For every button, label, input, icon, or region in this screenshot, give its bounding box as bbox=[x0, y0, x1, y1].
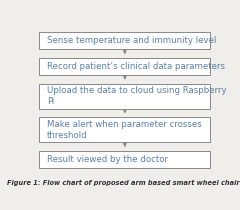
Text: Upload the data to cloud using Raspberry
Pi: Upload the data to cloud using Raspberry… bbox=[47, 86, 226, 106]
FancyBboxPatch shape bbox=[39, 117, 210, 142]
Text: Result viewed by the doctor: Result viewed by the doctor bbox=[47, 155, 168, 164]
Text: Record patient’s clinical data parameters: Record patient’s clinical data parameter… bbox=[47, 62, 225, 71]
Text: Make alert when parameter crosses
threshold: Make alert when parameter crosses thresh… bbox=[47, 120, 202, 140]
Text: Sense temperature and immunity level: Sense temperature and immunity level bbox=[47, 37, 216, 46]
FancyBboxPatch shape bbox=[39, 33, 210, 49]
FancyBboxPatch shape bbox=[39, 84, 210, 109]
FancyBboxPatch shape bbox=[39, 151, 210, 168]
FancyBboxPatch shape bbox=[39, 58, 210, 75]
Text: Figure 1: Flow chart of proposed arm based smart wheel chair: Figure 1: Flow chart of proposed arm bas… bbox=[7, 180, 239, 186]
